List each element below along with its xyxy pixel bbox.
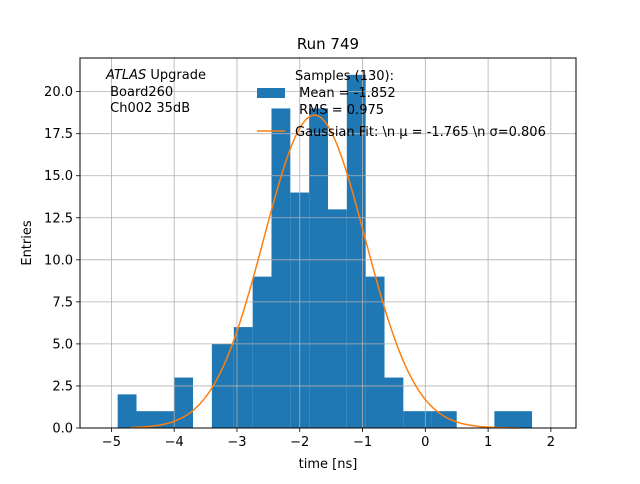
- legend-samples-mean: Mean = -1.852: [295, 86, 396, 101]
- y-tick-label-2: 5.0: [52, 337, 73, 352]
- histogram-bar-11: [365, 276, 385, 428]
- y-tick-label-3: 7.5: [52, 295, 73, 310]
- plot-frame: [79, 57, 577, 429]
- x-axis-label: time [ns]: [299, 457, 358, 472]
- y-axis-label: Entries: [20, 220, 35, 266]
- histogram-bar-14: [431, 411, 457, 428]
- upgrade-label: Upgrade: [146, 68, 206, 83]
- atlas-annotation-board: Board260: [106, 85, 173, 100]
- x-axis-ticks: −5 −4 −3 −2 −1 0 1 2: [102, 428, 555, 450]
- legend-samples-header: Samples (130):: [295, 69, 394, 84]
- y-tick-label-7: 17.5: [44, 127, 73, 142]
- x-tick-label-4: −1: [353, 435, 372, 450]
- histogram-bar-0: [117, 394, 137, 428]
- y-tick-label-0: 0.0: [52, 422, 73, 437]
- histogram-bars: [117, 74, 533, 429]
- atlas-annotation-channel: Ch002 35dB: [106, 101, 190, 116]
- x-tick-label-3: −2: [290, 435, 309, 450]
- x-tick-label-5: 0: [421, 435, 429, 450]
- y-axis-ticks: 0.0 2.5 5.0 7.5 10.0 12.5 15.0 17.5 20.0: [44, 85, 80, 437]
- chart-title: Run 749: [297, 35, 359, 53]
- y-tick-label-6: 15.0: [44, 169, 73, 184]
- atlas-annotation-line1: ATLAS Upgrade: [105, 68, 206, 83]
- x-tick-label-7: 2: [547, 435, 555, 450]
- histogram-bar-9: [328, 209, 347, 428]
- y-tick-label-5: 12.5: [44, 211, 73, 226]
- histogram-bar-6: [271, 108, 291, 429]
- gaussian-fit-curve: [130, 114, 520, 429]
- histogram-bar-4: [233, 327, 253, 428]
- histogram-bar-5: [252, 276, 272, 428]
- x-tick-label-2: −3: [227, 435, 246, 450]
- histogram-bar-12: [384, 377, 404, 428]
- legend-fit-label: Gaussian Fit: \n μ = -1.765 \n σ=0.806: [295, 125, 546, 140]
- y-tick-label-4: 10.0: [44, 253, 73, 268]
- histogram-bar-2: [174, 377, 194, 428]
- histogram-bar-13: [403, 411, 432, 428]
- histogram-bar-10: [346, 74, 366, 429]
- histogram-bar-15: [494, 411, 533, 428]
- atlas-label: ATLAS: [105, 68, 146, 83]
- x-tick-label-6: 1: [484, 435, 492, 450]
- y-tick-label-1: 2.5: [52, 379, 73, 394]
- legend-samples-rms: RMS = 0.975: [295, 103, 384, 118]
- histogram-bar-8: [309, 108, 328, 429]
- gaussian-fit: [130, 114, 520, 429]
- x-tick-label-0: −5: [102, 435, 121, 450]
- legend: Samples (130): Mean = -1.852 RMS = 0.975…: [257, 69, 546, 140]
- y-tick-label-8: 20.0: [44, 85, 73, 100]
- x-tick-label-1: −4: [165, 435, 184, 450]
- legend-samples-swatch: [257, 88, 285, 98]
